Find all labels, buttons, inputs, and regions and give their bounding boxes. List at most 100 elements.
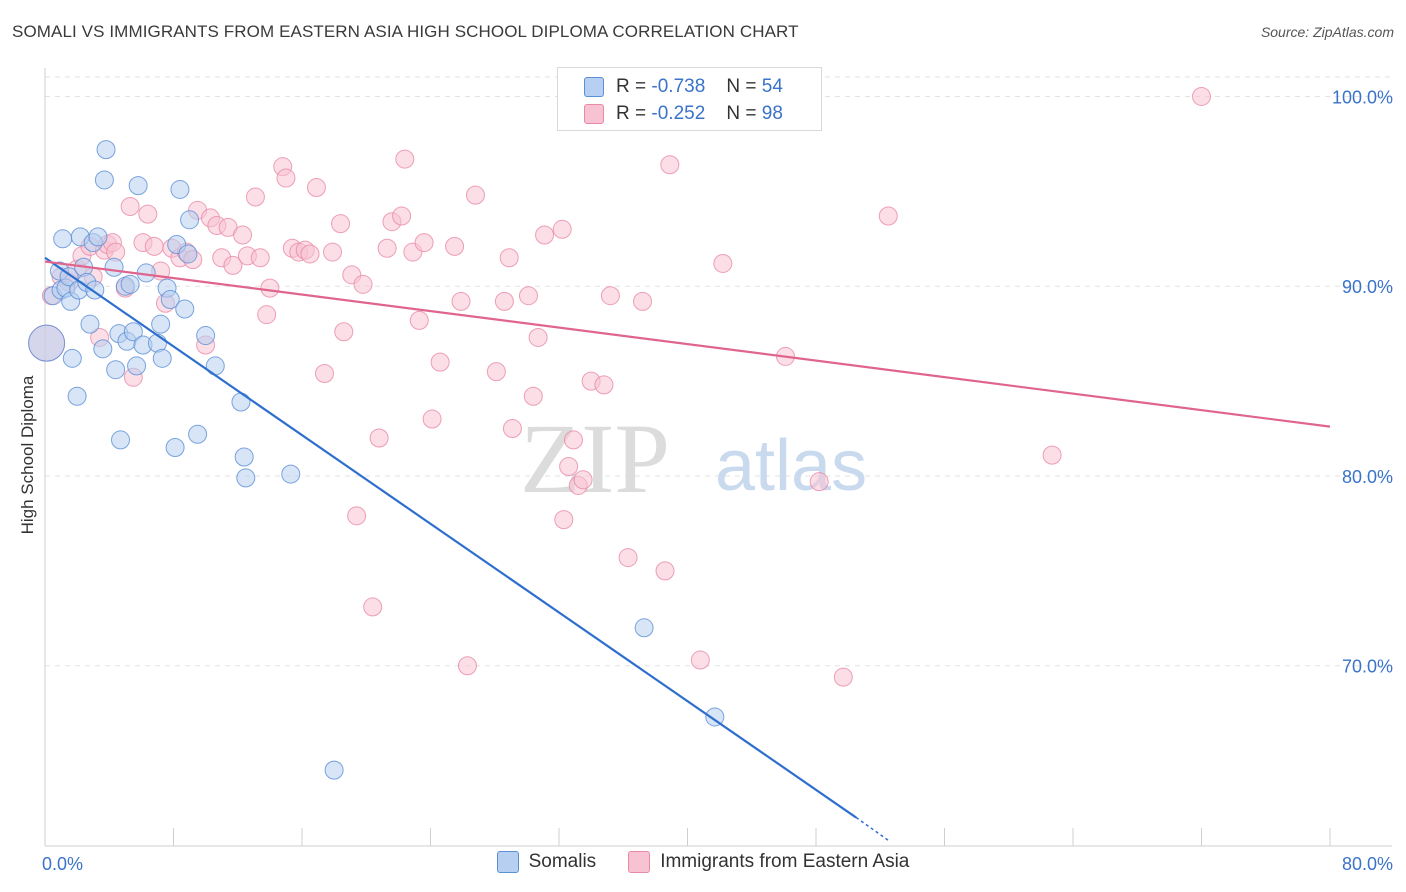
somali-point[interactable] bbox=[188, 424, 208, 444]
eastern-asia-point[interactable] bbox=[260, 278, 280, 298]
somali-point[interactable] bbox=[170, 179, 190, 199]
somali-point[interactable] bbox=[634, 618, 654, 638]
eastern-asia-point[interactable] bbox=[457, 656, 477, 676]
eastern-asia-point[interactable] bbox=[422, 409, 442, 429]
eastern-asia-point[interactable] bbox=[138, 204, 158, 224]
somali-point[interactable] bbox=[104, 257, 124, 277]
somali-swatch bbox=[584, 77, 604, 97]
somali-point[interactable] bbox=[67, 386, 87, 406]
somali-point[interactable] bbox=[151, 314, 171, 334]
somali-point[interactable] bbox=[88, 227, 108, 247]
somali-point[interactable] bbox=[236, 468, 256, 488]
eastern-asia-point[interactable] bbox=[809, 472, 829, 492]
somali-point[interactable] bbox=[705, 707, 725, 727]
eastern-asia-point[interactable] bbox=[314, 364, 334, 384]
somali-point[interactable] bbox=[165, 438, 185, 458]
eastern-asia-point[interactable] bbox=[276, 168, 296, 188]
eastern-asia-point[interactable] bbox=[518, 286, 538, 306]
legend-item-eastern-asia[interactable]: Immigrants from Eastern Asia bbox=[628, 851, 909, 873]
eastern-asia-point[interactable] bbox=[600, 286, 620, 306]
eastern-asia-point[interactable] bbox=[363, 597, 383, 617]
eastern-asia-point[interactable] bbox=[690, 650, 710, 670]
eastern-asia-point[interactable] bbox=[395, 149, 415, 169]
eastern-asia-point[interactable] bbox=[430, 352, 450, 372]
somali-point[interactable] bbox=[94, 170, 114, 190]
eastern-asia-point[interactable] bbox=[502, 419, 522, 439]
somali-point[interactable] bbox=[234, 447, 254, 467]
somali-point[interactable] bbox=[160, 290, 180, 310]
x-tick-label-max: 80.0% bbox=[1342, 854, 1393, 874]
eastern-asia-point[interactable] bbox=[451, 291, 471, 311]
eastern-asia-point[interactable] bbox=[369, 428, 389, 448]
eastern-asia-point[interactable] bbox=[713, 253, 733, 273]
eastern-asia-point[interactable] bbox=[833, 667, 853, 687]
eastern-asia-point[interactable] bbox=[331, 214, 351, 234]
eastern-asia-point[interactable] bbox=[392, 206, 412, 226]
eastern-asia-point[interactable] bbox=[563, 430, 583, 450]
eastern-asia-point[interactable] bbox=[245, 187, 265, 207]
eastern-asia-point[interactable] bbox=[660, 155, 680, 175]
somali-point[interactable] bbox=[93, 339, 113, 359]
eastern-asia-point[interactable] bbox=[353, 274, 373, 294]
eastern-asia-point[interactable] bbox=[334, 322, 354, 342]
eastern-asia-point[interactable] bbox=[618, 548, 638, 568]
eastern-asia-point[interactable] bbox=[535, 225, 555, 245]
somali-point[interactable] bbox=[53, 229, 73, 249]
eastern-asia-point[interactable] bbox=[552, 219, 572, 239]
somali-r-value: -0.738 bbox=[651, 76, 706, 97]
eastern-asia-point[interactable] bbox=[465, 185, 485, 205]
eastern-asia-point[interactable] bbox=[223, 255, 243, 275]
somali-point[interactable] bbox=[120, 274, 140, 294]
eastern-asia-point[interactable] bbox=[486, 362, 506, 382]
eastern-asia-point[interactable] bbox=[573, 470, 593, 490]
somali-point[interactable] bbox=[152, 348, 172, 368]
somali-point[interactable] bbox=[231, 392, 251, 412]
eastern-asia-point[interactable] bbox=[528, 327, 548, 347]
eastern-asia-point[interactable] bbox=[1192, 86, 1211, 106]
eastern-asia-point[interactable] bbox=[323, 242, 343, 262]
eastern-asia-point[interactable] bbox=[414, 233, 434, 253]
somali-legend-swatch bbox=[496, 851, 519, 873]
eastern-asia-legend-label: Immigrants from Eastern Asia bbox=[660, 851, 910, 872]
somali-point[interactable] bbox=[175, 299, 195, 319]
eastern-asia-r-value: -0.252 bbox=[651, 103, 706, 124]
eastern-asia-point[interactable] bbox=[554, 510, 574, 530]
somali-point[interactable] bbox=[80, 314, 100, 334]
somali-point[interactable] bbox=[324, 760, 344, 780]
somali-point[interactable] bbox=[110, 430, 130, 450]
eastern-asia-point[interactable] bbox=[494, 291, 514, 311]
eastern-asia-point[interactable] bbox=[633, 291, 653, 311]
eastern-asia-point[interactable] bbox=[144, 236, 164, 256]
eastern-asia-point[interactable] bbox=[499, 248, 519, 268]
somali-point[interactable] bbox=[96, 140, 116, 160]
eastern-asia-trend-line bbox=[44, 260, 1331, 428]
eastern-asia-point[interactable] bbox=[120, 197, 140, 217]
somali-point[interactable] bbox=[106, 360, 126, 380]
somali-point[interactable] bbox=[180, 210, 200, 230]
eastern-asia-point[interactable] bbox=[377, 238, 397, 258]
eastern-asia-point[interactable] bbox=[306, 178, 326, 198]
eastern-asia-point[interactable] bbox=[347, 506, 367, 526]
eastern-asia-point[interactable] bbox=[445, 236, 465, 256]
somali-point[interactable] bbox=[127, 356, 147, 376]
eastern-asia-point[interactable] bbox=[559, 456, 579, 476]
somali-point[interactable] bbox=[62, 348, 82, 368]
r-label: R = bbox=[616, 76, 647, 97]
somali-point[interactable] bbox=[28, 324, 66, 362]
eastern-asia-point[interactable] bbox=[594, 375, 614, 395]
somali-point[interactable] bbox=[128, 176, 148, 196]
somali-point[interactable] bbox=[178, 244, 198, 264]
somali-point[interactable] bbox=[196, 326, 216, 346]
eastern-asia-point[interactable] bbox=[300, 244, 320, 264]
somali-point[interactable] bbox=[281, 464, 301, 484]
eastern-asia-point[interactable] bbox=[878, 206, 898, 226]
eastern-asia-point[interactable] bbox=[523, 386, 543, 406]
eastern-asia-point[interactable] bbox=[250, 248, 270, 268]
legend-item-somalis[interactable]: Somalis bbox=[496, 851, 596, 873]
eastern-asia-point[interactable] bbox=[257, 305, 277, 325]
eastern-asia-point[interactable] bbox=[409, 310, 429, 330]
eastern-asia-point[interactable] bbox=[1042, 445, 1062, 465]
somali-point[interactable] bbox=[123, 322, 143, 342]
eastern-asia-point[interactable] bbox=[655, 561, 675, 581]
eastern-asia-point[interactable] bbox=[233, 225, 253, 245]
